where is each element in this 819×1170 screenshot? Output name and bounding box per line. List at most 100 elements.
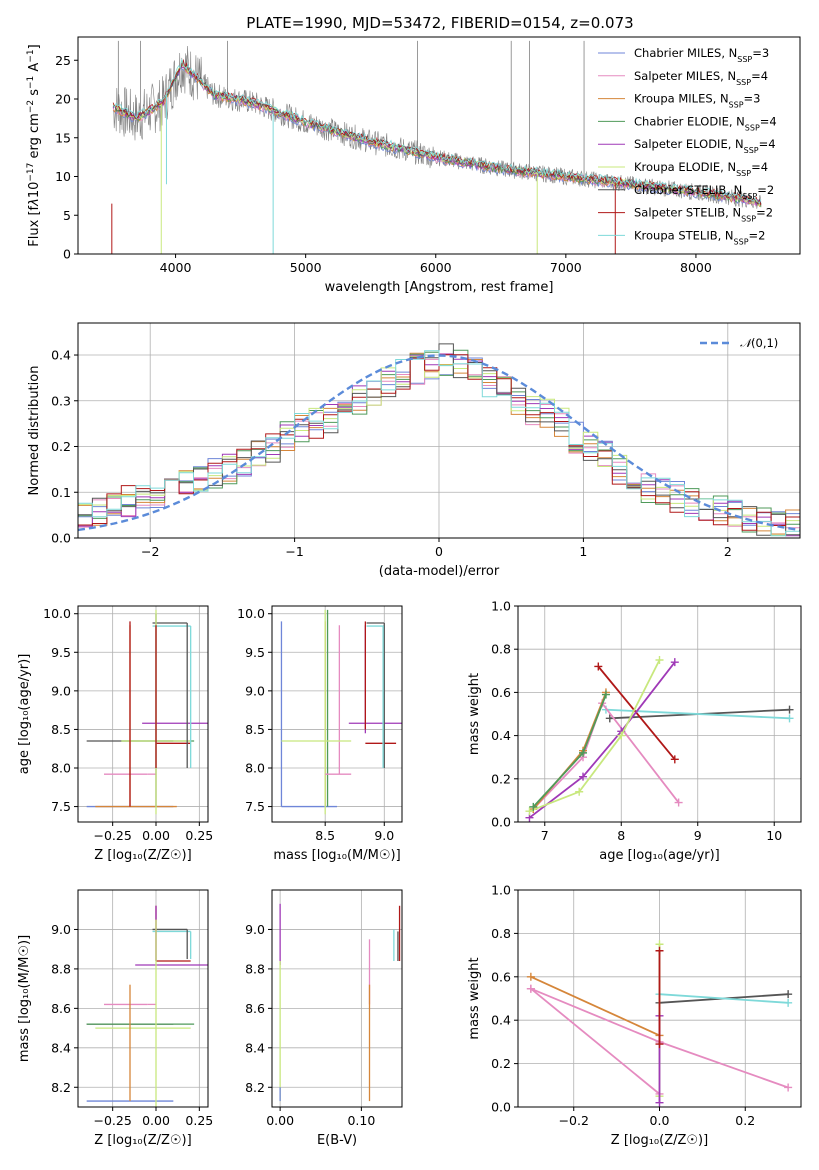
y-tick-label: 9.0 — [51, 922, 71, 937]
mass-weight-marker — [605, 714, 614, 723]
plot-area — [86, 905, 208, 1107]
y-tick-label: 7.5 — [51, 799, 71, 814]
x-tick-label: 2 — [724, 544, 732, 559]
y-tick-label: 0.6 — [491, 969, 511, 984]
x-tick-label: 0.25 — [185, 828, 213, 843]
x-tick-label: 8 — [617, 828, 625, 843]
mass-weight-marker — [575, 787, 584, 796]
y-axis-label: mass weight — [467, 957, 482, 1039]
normal-distribution-curve — [78, 354, 800, 532]
y-tick-label: 8.4 — [245, 1040, 265, 1055]
plot-area — [280, 609, 402, 815]
y-tick-label: 9.5 — [245, 645, 265, 660]
mass-weight-line — [528, 661, 676, 819]
y-axis-label: Flux [fλ10−17 erg cm−2 s−1 A−1] — [26, 44, 42, 246]
x-axis-label: age [log₁₀(age/yr)] — [599, 848, 720, 863]
axes-frame — [271, 605, 403, 823]
y-tick-label: 0.6 — [491, 685, 511, 700]
y-tick-label: 0.4 — [491, 1013, 511, 1028]
x-axis-label: (data-model)/error — [379, 564, 500, 579]
model-spectrum-kroupa-stelib — [112, 59, 762, 204]
mass-weight-marker — [525, 807, 534, 816]
y-tick-label: 10.0 — [43, 606, 71, 621]
y-tick-label: 8.6 — [245, 1001, 265, 1016]
legend-label: Kroupa ELODIE, NSSP=4 — [634, 160, 768, 178]
residual-hist-kroupa-stelib — [78, 350, 800, 537]
mass-weight-line — [532, 694, 607, 808]
y-axis-label: Normed distribution — [27, 366, 42, 496]
y-tick-label: 10 — [55, 169, 71, 184]
y-tick-label: 1.0 — [491, 883, 511, 898]
x-tick-label: 9 — [694, 828, 702, 843]
mass-weight-marker — [601, 690, 610, 699]
y-tick-label: 8.0 — [245, 761, 265, 776]
axes-frame — [517, 605, 802, 823]
y-tick-label: 9.0 — [245, 922, 265, 937]
mass-vs-metallicity-panel: −0.25 0.00 0.25 8.2 8.4 8.6 8.8 9.0 Z [log₁₀(Z/Z… — [17, 889, 213, 1148]
x-tick-label: 7000 — [550, 260, 582, 275]
mass-weight-marker — [674, 798, 683, 807]
legend-label: 𝒩(0,1) — [740, 336, 778, 350]
y-tick-label: 10.0 — [237, 606, 265, 621]
x-tick-label: −0.25 — [94, 1113, 132, 1128]
x-axis-label: mass [log₁₀(M/M☉)] — [273, 848, 400, 863]
x-tick-label: 8000 — [680, 260, 712, 275]
mass-weight-marker — [655, 1098, 664, 1107]
x-tick-label: −2 — [141, 544, 159, 559]
mass-weight-marker — [529, 802, 538, 811]
x-tick-label: 1 — [579, 544, 587, 559]
mass-weight-vs-age-panel: 7 8 9 10 0.0 0.2 0.4 0.6 0.8 1.0 age [log₁₀(age/yr… — [467, 599, 802, 863]
y-tick-label: 0.4 — [491, 728, 511, 743]
y-tick-label: 8.4 — [51, 1040, 71, 1055]
x-tick-label: 8.5 — [315, 828, 335, 843]
x-tick-label: 0.2 — [735, 1113, 755, 1128]
x-tick-label: 4000 — [160, 260, 192, 275]
mass-weight-marker — [784, 998, 793, 1007]
mass-weight-marker — [655, 656, 664, 664]
x-axis-label: E(B-V) — [317, 1133, 357, 1148]
mass-weight-marker — [655, 1040, 664, 1049]
x-tick-label: 0.00 — [142, 1113, 170, 1128]
plot-area — [526, 940, 793, 1107]
mass-weight-marker — [785, 705, 794, 714]
legend-label: Chabrier STELIB, NSSP=2 — [634, 183, 774, 201]
legend-label: Salpeter ELODIE, NSSP=4 — [634, 137, 776, 155]
y-tick-label: 8.5 — [51, 722, 71, 737]
y-tick-label: 0.8 — [491, 926, 511, 941]
x-tick-label: 0 — [435, 544, 443, 559]
model-spectrum-salpeter-miles — [112, 62, 762, 207]
plot-area — [525, 656, 794, 822]
y-tick-label: 20 — [55, 92, 71, 107]
mass-weight-line — [530, 975, 660, 1037]
y-tick-label: 5 — [63, 208, 71, 223]
age-vs-metallicity-panel: −0.25 0.00 0.25 7.5 8.0 8.5 9.0 9.5 10.0 Z [log₁₀… — [17, 605, 213, 863]
y-tick-label: 25 — [55, 53, 71, 68]
legend-label: Chabrier ELODIE, NSSP=4 — [634, 114, 777, 131]
model-spectrum-salpeter-elodie — [112, 66, 762, 207]
y-tick-label: 0 — [63, 247, 71, 262]
plot-area — [86, 609, 208, 815]
age-vs-mass-panel: 8.5 9.0 7.5 8.0 8.5 9.0 9.5 10.0 mass [log₁₀(M/M… — [237, 605, 403, 863]
y-tick-label: 8.6 — [51, 1001, 71, 1016]
y-tick-label: 8.8 — [245, 961, 265, 976]
mass-weight-line — [529, 659, 661, 813]
mass-weight-marker — [785, 714, 794, 723]
residual-hist-kroupa-elodie — [78, 355, 800, 536]
x-tick-label: 10 — [766, 828, 782, 843]
y-axis-label: age [log₁₀(age/yr)] — [17, 654, 32, 775]
mass-weight-marker — [579, 772, 588, 781]
x-axis-label: Z [log₁₀(Z/Z☉)] — [94, 848, 191, 863]
mass-weight-marker — [784, 990, 793, 999]
x-tick-label: −0.2 — [559, 1113, 589, 1128]
x-axis-label: Z [log₁₀(Z/Z☉)] — [94, 1133, 191, 1148]
spectrum-panel: 4000 5000 6000 7000 8000 0 5 10 15 20 25 wavelength… — [26, 36, 801, 295]
axes-frame — [271, 889, 403, 1108]
mass-weight-marker — [526, 984, 535, 993]
y-tick-label: 0.8 — [491, 642, 511, 657]
y-tick-label: 0.0 — [491, 815, 511, 830]
mass-weight-marker — [784, 1083, 793, 1092]
y-tick-label: 0.1 — [51, 485, 71, 500]
y-tick-label: 8.5 — [245, 722, 265, 737]
mass-weight-line — [530, 988, 661, 1095]
residual-hist-salpeter-stelib — [78, 354, 800, 531]
